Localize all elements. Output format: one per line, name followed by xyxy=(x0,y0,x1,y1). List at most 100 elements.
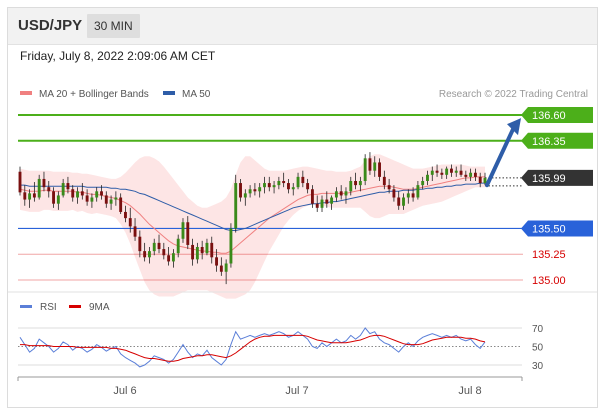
candle-body xyxy=(28,193,32,200)
candle-body xyxy=(464,174,468,177)
candle-body xyxy=(363,158,367,181)
candle-body xyxy=(76,191,79,198)
x-axis: Jul 6 Jul 7 Jul 8 xyxy=(17,376,523,397)
rsi-legend-swatch xyxy=(20,305,32,308)
x-tick-label: Jul 8 xyxy=(458,385,481,397)
candle-body xyxy=(133,226,137,237)
rsi-legend-label: RSI xyxy=(40,302,57,313)
rsi-panel: 70 50 30 xyxy=(18,324,544,372)
candle-body xyxy=(334,191,338,198)
candle-body xyxy=(143,251,147,258)
rsi-ma-line xyxy=(20,334,486,362)
candle-body xyxy=(435,170,439,173)
candle-body xyxy=(378,162,381,177)
candle-body xyxy=(277,181,281,186)
candle-body xyxy=(291,187,295,190)
candle-body xyxy=(306,183,310,190)
forecast-arrow xyxy=(485,118,521,188)
candle-body xyxy=(411,193,415,198)
candle-body xyxy=(426,174,429,181)
candle-body xyxy=(119,197,123,212)
candle-body xyxy=(100,191,103,196)
legend-swatch xyxy=(163,91,175,95)
rsi-tick-label: 50 xyxy=(532,343,544,354)
candle-body xyxy=(114,197,118,200)
candle-body xyxy=(18,171,22,193)
level-tag-label: 135.99 xyxy=(532,173,566,185)
legend-label: MA 20 + Bollinger Bands xyxy=(39,89,149,100)
candle-body xyxy=(243,193,247,198)
candle-body xyxy=(42,178,46,188)
rsi-legend: RSI 9MA xyxy=(20,302,110,313)
candle-body xyxy=(296,176,300,188)
candle-body xyxy=(66,183,70,190)
candle-body xyxy=(147,251,151,258)
forecast-arrow-head xyxy=(507,118,521,136)
candle-body xyxy=(454,170,458,173)
timestamp: Friday, July 8, 2022 2:09:06 AM CET xyxy=(20,49,216,63)
candle-body xyxy=(90,197,94,202)
candle-body xyxy=(397,197,401,206)
chart-header: USD/JPY 30 MIN xyxy=(8,8,597,45)
candle-body xyxy=(263,183,266,188)
legend-swatch xyxy=(20,91,32,95)
candle-body xyxy=(219,265,223,272)
candle-body xyxy=(253,189,257,192)
candle-body xyxy=(373,162,377,171)
candle-body xyxy=(440,172,444,175)
candle-body xyxy=(52,191,55,204)
level-tags: 136.60 136.35 135.50 135.25 135.00 135.99 xyxy=(521,107,593,287)
candle-body xyxy=(239,183,242,198)
candle-body xyxy=(181,222,185,239)
candle-body xyxy=(402,197,405,206)
timeframe-badge[interactable]: 30 MIN xyxy=(87,14,140,38)
candle-body xyxy=(272,185,276,188)
candle-body xyxy=(282,181,286,184)
candle-body xyxy=(325,199,329,204)
main-legend: MA 20 + Bollinger Bands MA 50 xyxy=(20,89,211,100)
candle-body xyxy=(258,187,262,192)
ma50-line xyxy=(20,182,485,231)
candle-body xyxy=(392,189,396,198)
candle-body xyxy=(469,172,473,177)
support-label: 135.25 xyxy=(532,249,566,261)
candle-body xyxy=(152,242,156,252)
candle-body xyxy=(195,247,199,260)
candle-body xyxy=(382,176,386,186)
candle-body xyxy=(315,203,319,208)
current-price-tag xyxy=(521,169,593,186)
candle-body xyxy=(344,191,348,196)
candle-body xyxy=(483,177,487,184)
pivot-tag xyxy=(521,220,593,237)
rsi-tick-label: 70 xyxy=(532,324,544,335)
legend-label: MA 50 xyxy=(182,89,211,100)
rsi-tick-label: 30 xyxy=(532,361,544,372)
symbol-title: USD/JPY xyxy=(18,17,83,34)
forecast-arrow-shaft xyxy=(485,125,516,188)
candle-body xyxy=(450,168,453,173)
price-levels xyxy=(18,114,525,281)
candle-body xyxy=(61,183,65,196)
candle-body xyxy=(167,255,171,262)
candle-body xyxy=(85,195,89,202)
candle-body xyxy=(301,176,305,184)
candle-body xyxy=(186,222,190,245)
candle-body xyxy=(47,187,51,192)
candle-body xyxy=(138,236,142,252)
rsi-legend-swatch xyxy=(69,305,81,308)
candle-body xyxy=(205,242,209,254)
candle-body xyxy=(210,242,214,258)
candle-body xyxy=(124,211,127,219)
resistance-tag xyxy=(521,132,593,149)
candle-body xyxy=(358,181,362,186)
bollinger-bands xyxy=(20,154,485,299)
candle-body xyxy=(176,238,180,254)
candle-body xyxy=(287,183,290,190)
candle-body xyxy=(80,191,84,196)
level-tag-label: 135.50 xyxy=(532,223,566,235)
candle-body xyxy=(215,257,218,266)
credit-text: Research © 2022 Trading Central xyxy=(439,89,588,100)
candle-body xyxy=(267,183,271,188)
candle-body xyxy=(349,181,353,192)
